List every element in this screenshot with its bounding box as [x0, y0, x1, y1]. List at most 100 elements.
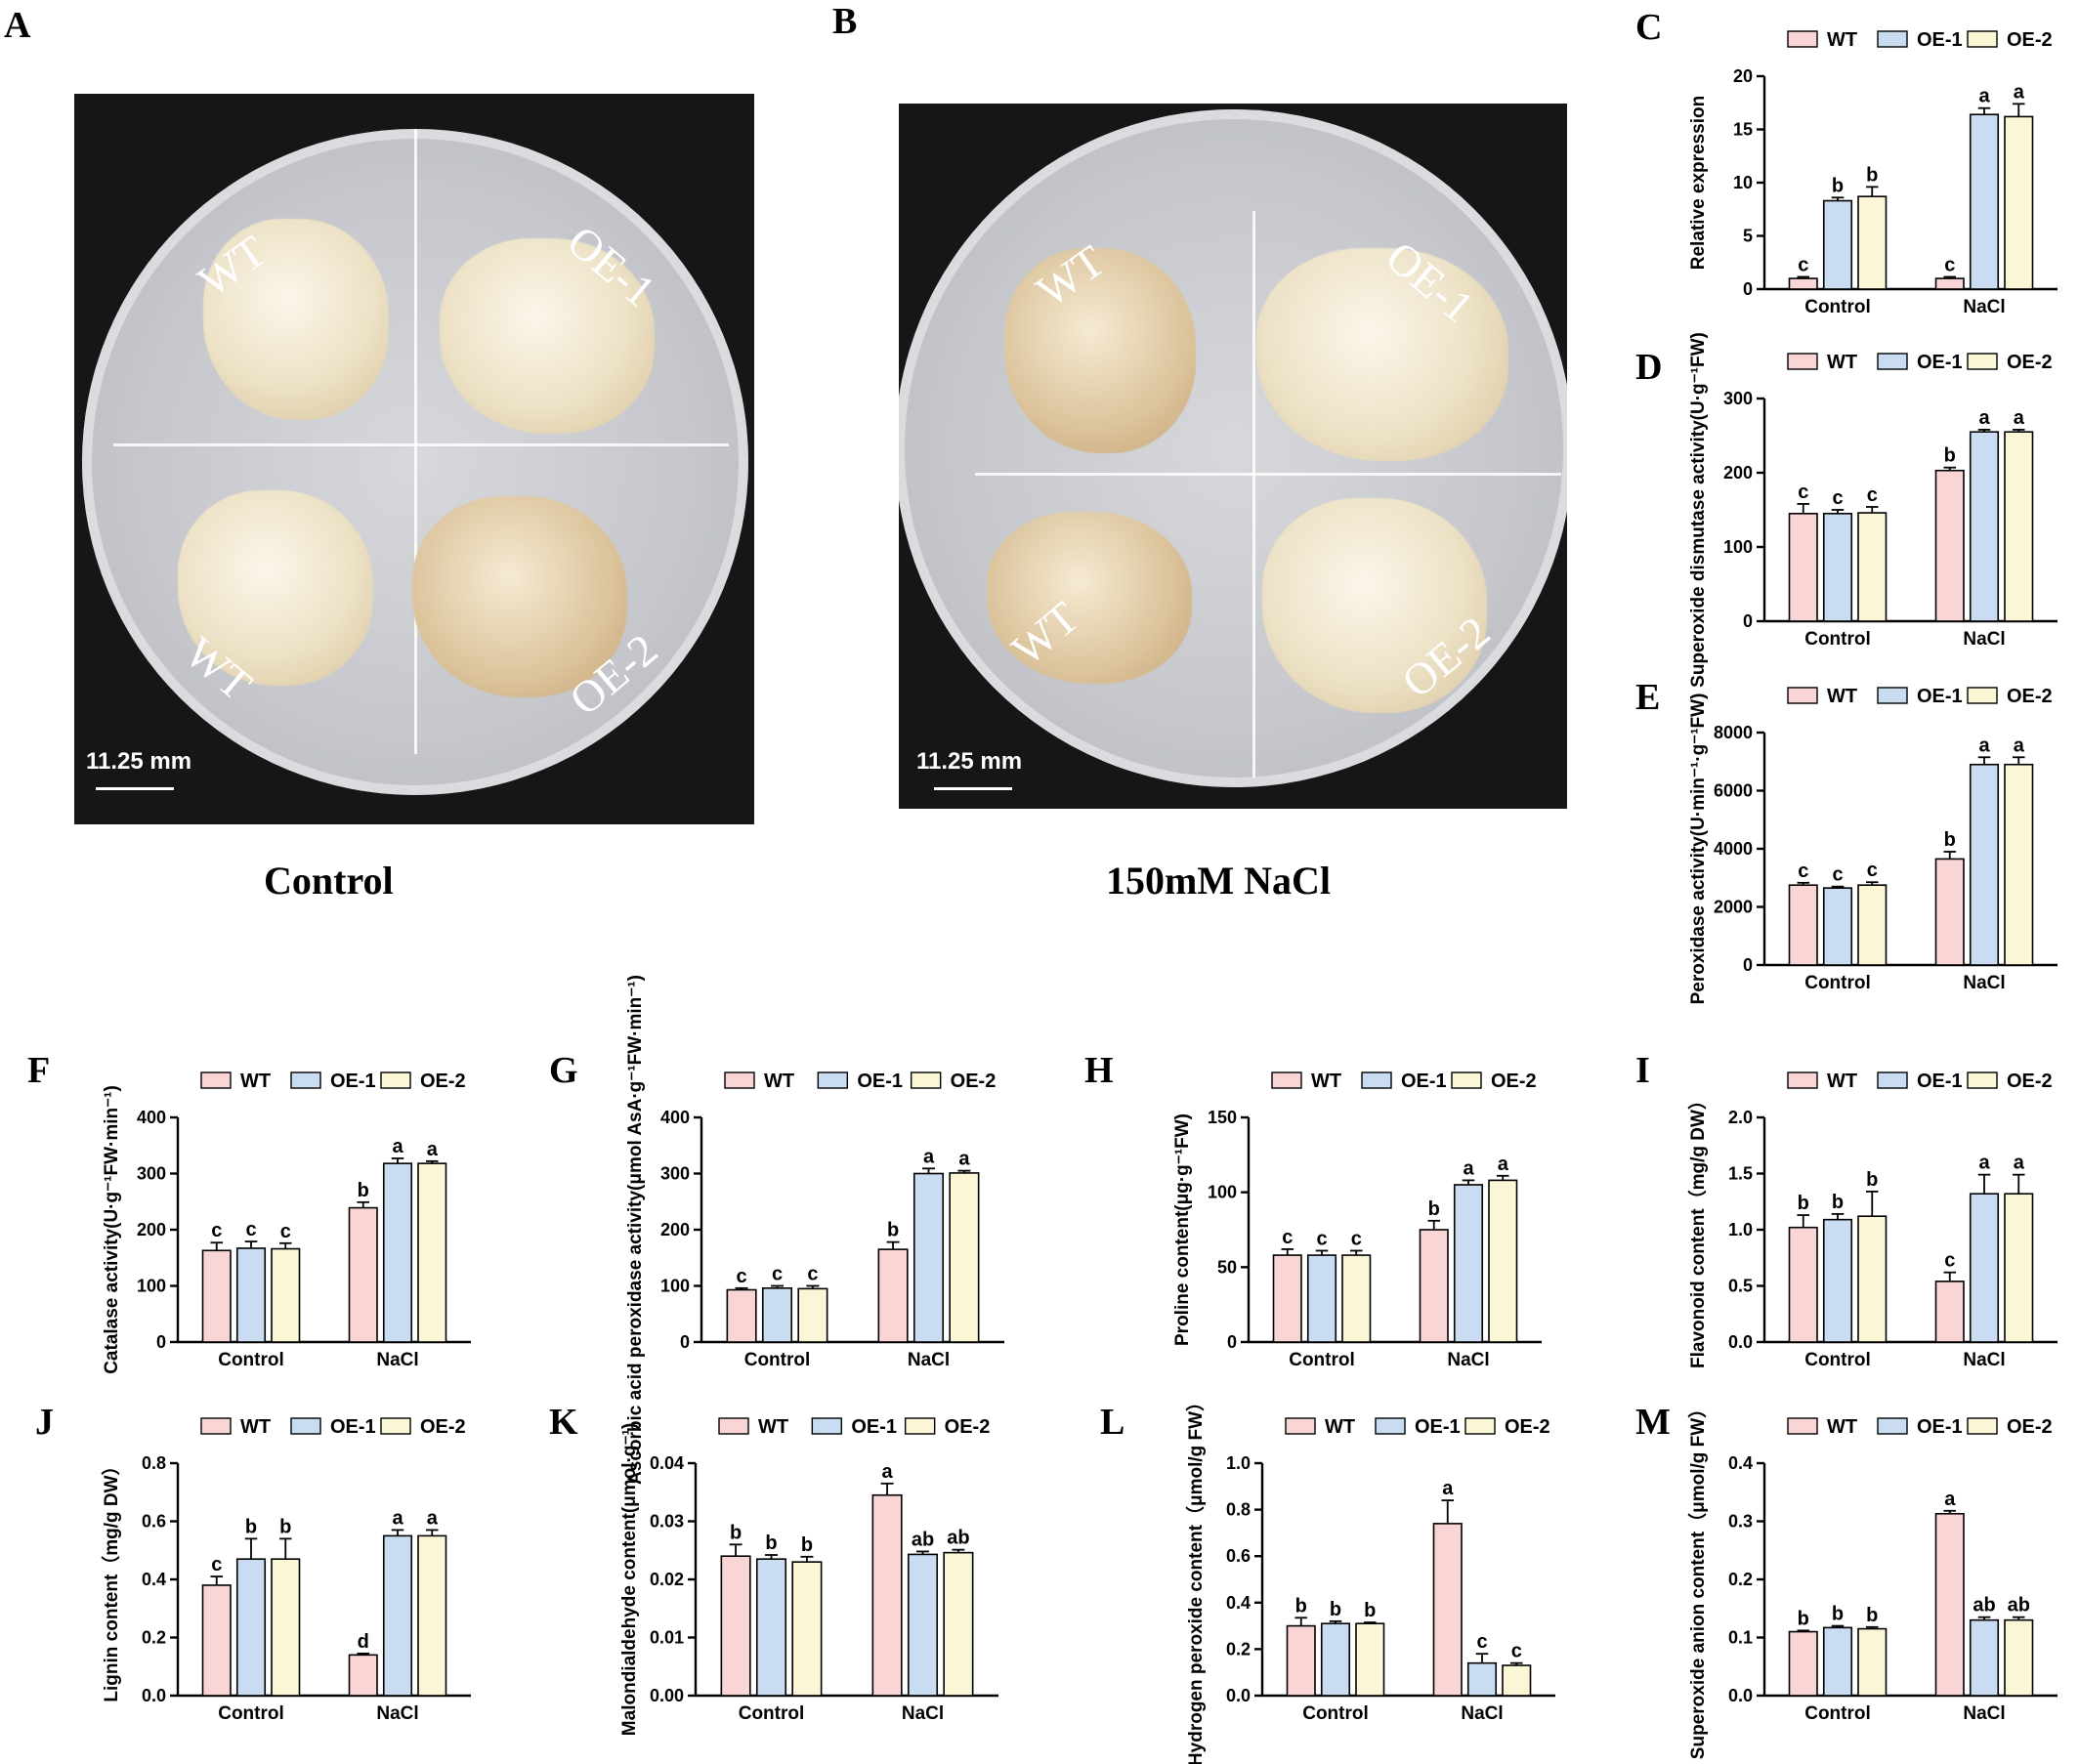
bar-wt [1788, 1630, 1818, 1697]
legend-swatch-wt [718, 1417, 749, 1435]
legend-label-oe-1: OE-1 [1917, 352, 1963, 373]
legend-swatch-oe-1 [1877, 1417, 1908, 1435]
bar-wt [877, 1248, 909, 1343]
significance-letter: a [2014, 81, 2025, 103]
significance-letter: a [1978, 86, 1990, 107]
bar-oe-1 [235, 1247, 267, 1343]
legend-label-oe-1: OE-1 [857, 1071, 903, 1092]
bar-wt [871, 1493, 903, 1697]
x-tick-label: Control [1804, 629, 1871, 650]
y-axis-label: Peroxidase activity(U·min⁻¹·g⁻¹FW) [1688, 693, 1709, 1005]
legend-label-oe-1: OE-1 [1415, 1416, 1461, 1438]
y-tick-label: 0.0 [142, 1686, 166, 1705]
chart-svg: WT OE-1 OE-2 0.0 0.1 0.2 0.3 0.4 Superoxide anio… [1686, 1400, 2058, 1759]
legend-swatch-wt [1787, 687, 1818, 704]
callus-oe2 [1262, 498, 1487, 713]
y-tick-label: 0.0 [1226, 1686, 1251, 1705]
y-tick-label: 0.02 [650, 1570, 684, 1589]
significance-letter: c [1798, 482, 1808, 503]
y-tick-label: 300 [660, 1164, 690, 1184]
x-tick-label: Control [1804, 1350, 1871, 1370]
legend-label-wt: WT [1827, 686, 1857, 707]
significance-letter: b [1364, 1600, 1376, 1621]
legend-swatch-wt [724, 1071, 755, 1089]
chart-svg: WT OE-1 OE-2 0.0 0.2 0.4 0.6 0.8 Lignin content（… [100, 1416, 471, 1724]
chart-i-flavonoid: WT OE-1 OE-2 0.0 0.5 1.0 1.5 2.0 Flavonoid conte… [1680, 1061, 2071, 1385]
panel-label-h: H [1084, 1050, 1114, 1091]
legend-swatch-oe-2 [1967, 1417, 1998, 1435]
x-tick-label: NaCl [1963, 297, 2005, 317]
scale-bar [934, 787, 1012, 790]
bar-wt [1934, 1512, 1965, 1697]
y-axis-label: Malondialdehyde content(μmol·g⁻¹) [619, 1423, 640, 1736]
significance-letter: c [772, 1264, 783, 1285]
bar-oe-1 [1822, 513, 1853, 622]
y-tick-label: 300 [1723, 389, 1753, 408]
chart-m-superoxide: WT OE-1 OE-2 0.0 0.1 0.2 0.3 0.4 Superoxide anio… [1680, 1400, 2071, 1759]
y-tick-label: 0.8 [142, 1453, 166, 1473]
significance-letter: a [392, 1507, 403, 1529]
legend-swatch-oe-2 [1464, 1417, 1496, 1435]
significance-letter: a [1442, 1478, 1454, 1499]
bar-oe-2 [1857, 1627, 1888, 1697]
legend-swatch-oe-2 [1451, 1071, 1482, 1089]
bar-oe-2 [1488, 1179, 1518, 1343]
significance-letter: a [1944, 1489, 1956, 1510]
significance-letter: ab [2008, 1595, 2030, 1617]
legend-label-oe-2: OE-2 [1505, 1416, 1550, 1438]
legend-swatch-oe-1 [290, 1417, 321, 1435]
significance-letter: a [923, 1146, 935, 1167]
bar-oe-2 [791, 1561, 823, 1697]
bar-oe-1 [1969, 113, 2000, 290]
x-tick-label: Control [218, 1350, 284, 1370]
significance-letter: b [801, 1534, 813, 1556]
chart-f-catalase: WT OE-1 OE-2 0 100 200 300 400 Catalase activity… [94, 1061, 485, 1385]
legend-swatch-oe-1 [290, 1071, 321, 1089]
chart-d-sod-activity: WT OE-1 OE-2 0 100 200 300 Superoxide dismutase… [1680, 332, 2071, 688]
bar-wt [1788, 1226, 1818, 1343]
significance-letter: a [1978, 407, 1990, 429]
y-tick-label: 0.4 [1226, 1593, 1251, 1613]
callus-wt-bottom [987, 512, 1192, 684]
legend-swatch-oe-1 [1877, 687, 1908, 704]
legend-label-oe-1: OE-1 [330, 1071, 376, 1092]
bar-oe-1 [761, 1287, 793, 1343]
chart-svg: WT OE-1 OE-2 0 50 100 150 Proline content(μg·g⁻… [1172, 1071, 1542, 1370]
y-tick-label: 1.0 [1226, 1453, 1251, 1473]
x-tick-label: Control [1804, 297, 1871, 317]
chart-k-mda: WT OE-1 OE-2 0.00 0.01 0.02 0.03 0.04 Malondiald… [612, 1407, 1012, 1739]
photo-control-dish: WT OE-1 WT OE-2 11.25 mm [74, 94, 754, 824]
chart-c-relative-expression: WT OE-1 OE-2 0 5 10 15 20 Relative expression Con… [1680, 20, 2071, 332]
legend-swatch-wt [1271, 1071, 1302, 1089]
legend-swatch-oe-2 [1967, 1071, 1998, 1089]
y-axis-label: Hydrogen peroxide content（μmol/g FW） [1184, 1393, 1207, 1764]
y-tick-label: 0.6 [142, 1512, 166, 1532]
scale-label: 11.25 mm [86, 748, 192, 775]
legend-swatch-oe-1 [1361, 1071, 1392, 1089]
y-tick-label: 10 [1733, 173, 1753, 192]
legend-swatch-wt [1285, 1417, 1316, 1435]
significance-letter: b [358, 1180, 369, 1201]
significance-letter: c [1282, 1227, 1293, 1248]
legend-swatch-wt [200, 1071, 232, 1089]
dish-divider-vertical [1252, 211, 1255, 777]
bar-oe-2 [2004, 1193, 2034, 1343]
y-tick-label: 400 [137, 1108, 166, 1127]
x-tick-label: NaCl [1963, 629, 2005, 650]
legend-label-oe-2: OE-2 [2007, 1416, 2053, 1438]
legend-swatch-oe-2 [1967, 30, 1998, 48]
x-tick-label: Control [1302, 1703, 1369, 1724]
y-tick-label: 0 [1227, 1332, 1237, 1352]
x-tick-label: NaCl [1963, 973, 2005, 993]
legend-label-wt: WT [1827, 1416, 1857, 1438]
legend-swatch-oe-1 [1375, 1417, 1406, 1435]
scale-bar [96, 787, 174, 790]
bar-oe-1 [382, 1534, 413, 1697]
y-tick-label: 0.4 [142, 1570, 166, 1589]
caption-nacl: 150mM NaCl [1106, 859, 1331, 903]
legend-swatch-wt [1787, 30, 1818, 48]
y-axis-label: Relative expression [1688, 96, 1709, 270]
significance-letter: c [1316, 1228, 1327, 1249]
bar-wt [1788, 884, 1818, 966]
bar-wt [1272, 1254, 1302, 1343]
